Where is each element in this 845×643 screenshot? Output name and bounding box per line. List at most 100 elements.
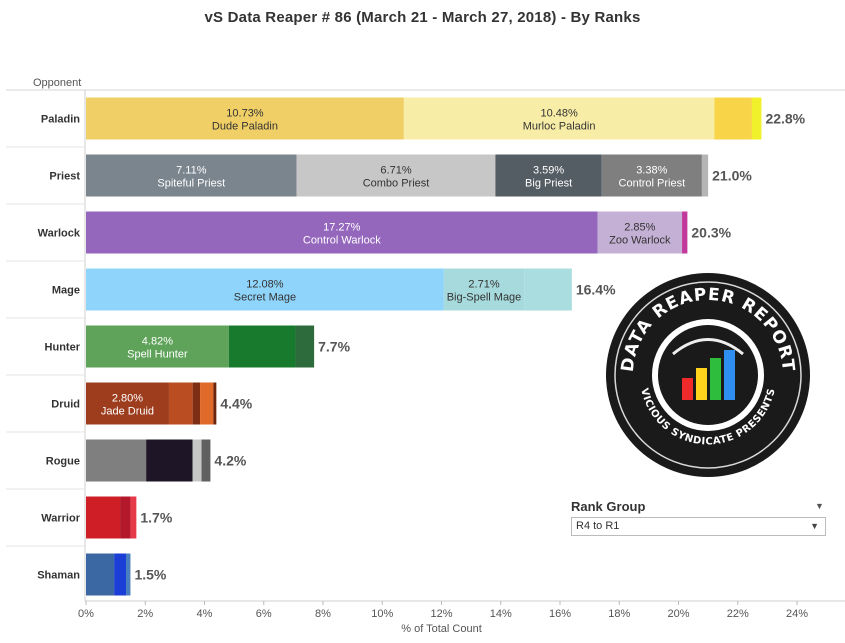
category-label: Druid <box>51 399 80 411</box>
chart-title: vS Data Reaper # 86 (March 21 - March 27… <box>204 9 641 26</box>
bar-segment <box>295 325 315 368</box>
bar-segment <box>86 211 598 254</box>
category-label: Mage <box>52 285 80 297</box>
total-label: 7.7% <box>318 339 350 355</box>
segment-archetype-label: Control Warlock <box>303 235 381 247</box>
x-tick-label: 6% <box>256 608 272 620</box>
x-tick-label: 22% <box>727 608 749 620</box>
x-axis-label: % of Total Count <box>401 623 482 635</box>
category-label: Shaman <box>37 570 80 582</box>
segment-value-label: 2.85% <box>624 222 655 234</box>
total-label: 20.3% <box>691 225 731 241</box>
bar-segment <box>213 382 217 425</box>
bar-segment <box>86 496 121 539</box>
bar-segment <box>146 439 193 482</box>
chevron-down-icon: ▼ <box>810 521 819 531</box>
segment-archetype-label: Jade Druid <box>101 406 154 418</box>
segment-value-label: 3.38% <box>636 165 667 177</box>
category-label: Hunter <box>45 342 81 354</box>
segment-value-label: 2.80% <box>112 393 143 405</box>
bar-segment <box>192 439 202 482</box>
segment-archetype-label: Control Priest <box>619 178 686 190</box>
bar-segment <box>228 325 296 368</box>
segment-value-label: 3.59% <box>533 165 564 177</box>
bar-segment <box>601 154 702 197</box>
data-reaper-logo: DATA REAPER REPORT VICIOUS SYNDICATE PRE… <box>606 273 810 477</box>
bar-segment <box>714 97 752 140</box>
y-axis-label: Opponent <box>33 77 81 89</box>
category-label: Rogue <box>46 456 80 468</box>
segment-archetype-label: Combo Priest <box>363 178 430 190</box>
category-label: Paladin <box>41 114 80 126</box>
segment-archetype-label: Zoo Warlock <box>609 235 671 247</box>
bar-segment <box>701 154 709 197</box>
rank-group-title: Rank Group <box>571 499 646 514</box>
x-tick-label: 8% <box>315 608 331 620</box>
segment-value-label: 7.11% <box>176 165 207 177</box>
segment-value-label: 4.82% <box>142 336 173 348</box>
bar-segment <box>201 439 211 482</box>
x-tick-label: 18% <box>608 608 630 620</box>
segment-value-label: 2.71% <box>468 279 499 291</box>
bar-segment <box>86 382 169 425</box>
bar-segment <box>403 97 715 140</box>
bar-segment <box>86 553 115 596</box>
bar-segment <box>443 268 525 311</box>
bar-segment <box>86 97 404 140</box>
x-tick-label: 14% <box>490 608 512 620</box>
rank-group-menu-icon[interactable]: ▼ <box>815 501 824 511</box>
total-label: 16.4% <box>576 282 616 298</box>
total-label: 1.5% <box>134 567 166 583</box>
bar-segment <box>86 154 297 197</box>
category-label: Warrior <box>41 513 80 525</box>
segment-archetype-label: Dude Paladin <box>212 121 278 133</box>
segment-value-label: 10.73% <box>226 108 264 120</box>
x-tick-label: 16% <box>549 608 571 620</box>
x-tick-label: 12% <box>430 608 452 620</box>
x-tick-label: 4% <box>197 608 213 620</box>
bar-segment <box>130 496 137 539</box>
segment-value-label: 12.08% <box>246 279 284 291</box>
bar-segment <box>120 496 131 539</box>
total-label: 22.8% <box>765 111 805 127</box>
bar-segment <box>86 268 444 311</box>
bar-segment <box>114 553 126 596</box>
rank-group-value: R4 to R1 <box>576 520 620 532</box>
bar-segment <box>192 382 201 425</box>
bar-segment <box>296 154 496 197</box>
bar-segment <box>200 382 214 425</box>
x-tick-label: 0% <box>78 608 94 620</box>
axes: Opponent 0% 2% 4% 6% 8% 10% 12% 14% 16% 18% 20% 22% 2… <box>6 77 845 635</box>
segment-archetype-label: Spiteful Priest <box>157 178 225 190</box>
x-tick-label: 20% <box>667 608 689 620</box>
segment-value-label: 6.71% <box>380 165 411 177</box>
total-label: 1.7% <box>140 510 172 526</box>
total-label: 21.0% <box>712 168 752 184</box>
category-label: Warlock <box>38 228 81 240</box>
rank-group-dropdown[interactable]: R4 to R1 ▼ <box>571 517 826 536</box>
bars: Paladin 10.73%Dude Paladin 10.48%Murloc Pa… <box>37 97 806 596</box>
x-tick-label: 24% <box>786 608 808 620</box>
category-label: Priest <box>49 171 80 183</box>
bar-segment <box>682 211 688 254</box>
segment-value-label: 17.27% <box>323 222 361 234</box>
x-tick-label: 10% <box>371 608 393 620</box>
segment-archetype-label: Big-Spell Mage <box>447 292 522 304</box>
bar-segment <box>86 439 147 482</box>
bar-segment <box>495 154 602 197</box>
segment-archetype-label: Spell Hunter <box>127 349 188 361</box>
x-tick-label: 2% <box>137 608 153 620</box>
segment-value-label: 10.48% <box>540 108 578 120</box>
total-label: 4.4% <box>220 396 252 412</box>
bar-segment <box>597 211 683 254</box>
total-label: 4.2% <box>214 453 246 469</box>
bar-segment <box>86 325 229 368</box>
segment-archetype-label: Secret Mage <box>234 292 296 304</box>
bar-segment <box>524 268 572 311</box>
segment-archetype-label: Murloc Paladin <box>523 121 596 133</box>
bar-segment <box>751 97 762 140</box>
segment-archetype-label: Big Priest <box>525 178 572 190</box>
bar-segment <box>125 553 131 596</box>
bar-segment <box>168 382 193 425</box>
